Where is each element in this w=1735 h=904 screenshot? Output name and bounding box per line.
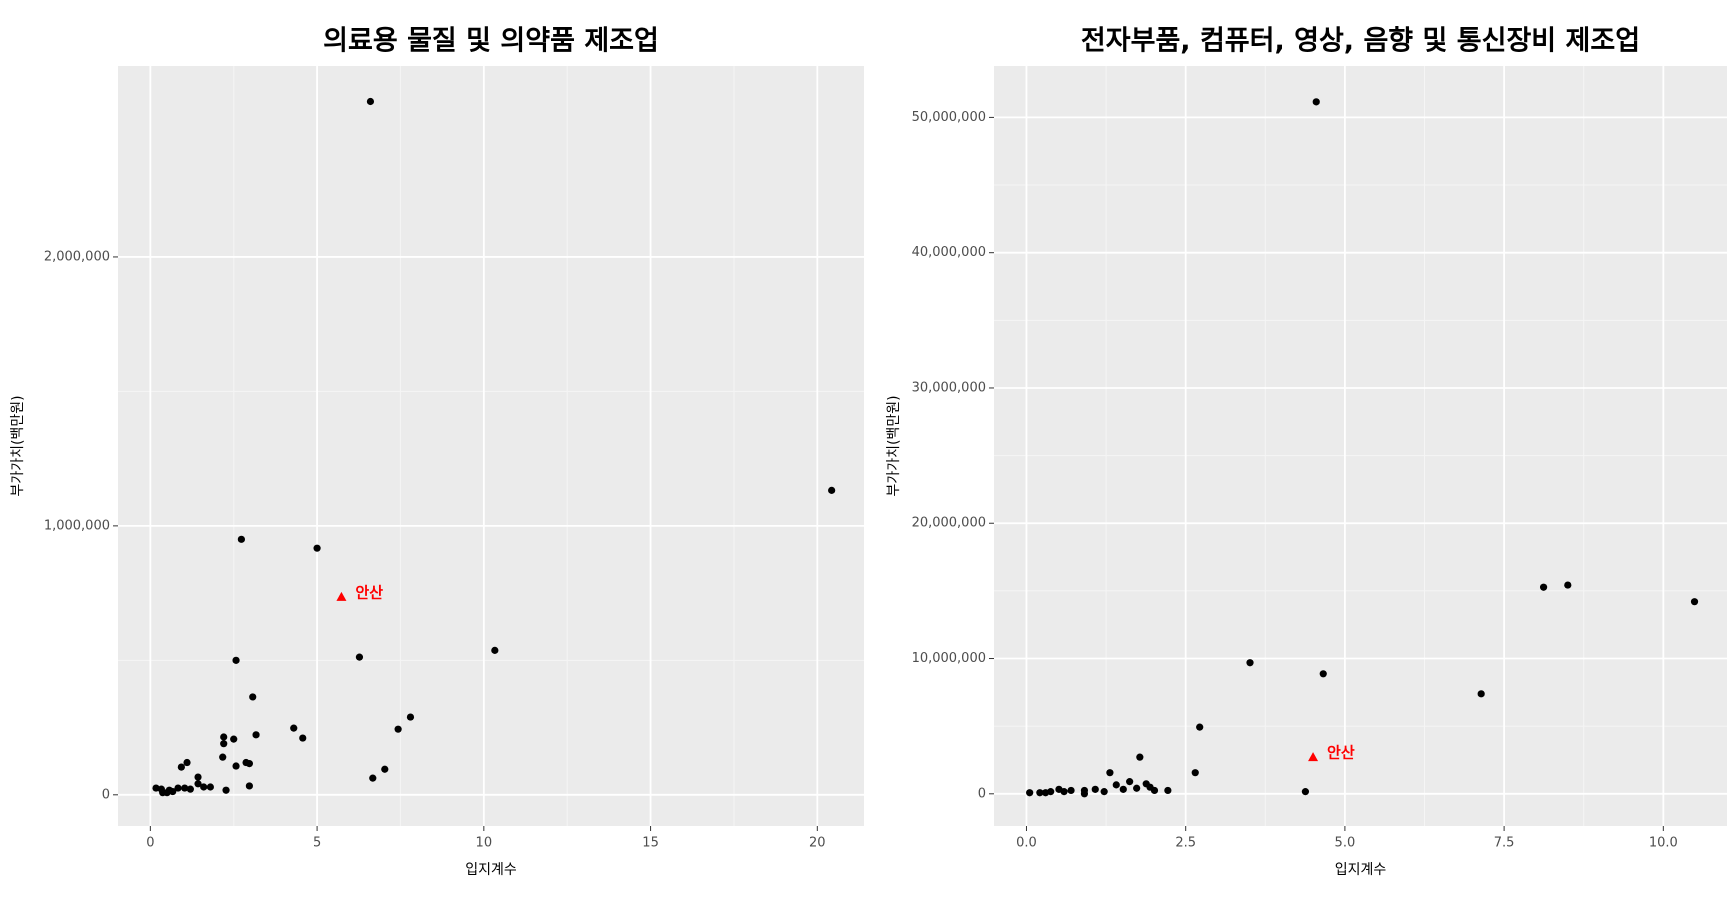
point <box>1319 670 1327 678</box>
annotation-label: 안산 <box>1327 744 1355 762</box>
y-tick-label: 2,000,000 <box>44 249 110 264</box>
point <box>237 535 245 543</box>
x-tick-label: 20 <box>809 836 826 851</box>
x-tick-label: 0.0 <box>1016 836 1037 851</box>
point <box>249 693 257 701</box>
y-tick-label: 30,000,000 <box>912 380 986 395</box>
point <box>219 753 227 761</box>
y-tick-label: 10,000,000 <box>912 651 986 666</box>
point <box>1539 583 1548 591</box>
y-tick-label: 0 <box>102 787 110 802</box>
plot-background <box>118 66 864 826</box>
point <box>177 763 185 771</box>
annotation-marker <box>336 591 347 601</box>
y-axis-title: 부가가치(백만원) <box>10 395 26 496</box>
point <box>1312 98 1320 106</box>
point <box>230 735 238 743</box>
point <box>1112 781 1120 789</box>
point <box>186 785 194 793</box>
point <box>1026 789 1034 797</box>
point <box>194 780 202 788</box>
point <box>828 486 836 494</box>
point <box>1191 769 1199 777</box>
point <box>1067 786 1075 795</box>
point <box>1136 753 1144 761</box>
point <box>222 786 230 794</box>
point <box>1080 790 1089 798</box>
point <box>220 740 228 748</box>
y-tick-label: 1,000,000 <box>44 518 110 533</box>
point <box>1091 785 1099 793</box>
point <box>232 762 240 770</box>
x-tick-label: 0 <box>146 836 154 851</box>
point <box>1133 784 1141 792</box>
chart-title: 전자부품, 컴퓨터, 영상, 음향 및 통신장비 제조업 <box>1081 26 1640 57</box>
point <box>491 646 499 654</box>
point <box>1106 769 1114 777</box>
point <box>163 789 171 797</box>
point <box>381 765 389 773</box>
point <box>1036 789 1044 797</box>
point <box>232 656 240 664</box>
point <box>1690 598 1699 606</box>
point <box>1301 788 1310 796</box>
point <box>406 713 415 721</box>
point <box>313 544 321 552</box>
plot-background <box>994 66 1727 826</box>
point <box>183 758 191 767</box>
x-tick-label: 2.5 <box>1175 836 1196 851</box>
x-tick-label: 10 <box>476 836 493 851</box>
point <box>369 774 377 782</box>
y-axis-title: 부가가치(백만원) <box>886 395 902 496</box>
point <box>220 733 228 741</box>
point <box>366 97 375 106</box>
point <box>1477 690 1485 698</box>
y-tick-label: 50,000,000 <box>912 110 986 125</box>
x-tick-label: 5 <box>313 836 321 851</box>
point <box>174 784 182 792</box>
point <box>152 784 160 792</box>
y-tick-label: 20,000,000 <box>912 516 986 531</box>
y-tick-label: 0 <box>978 786 986 801</box>
x-tick-label: 15 <box>642 836 659 851</box>
x-tick-label: 10.0 <box>1649 836 1678 851</box>
point <box>1126 778 1134 786</box>
point <box>299 734 307 742</box>
point <box>1041 789 1050 797</box>
point <box>200 783 208 791</box>
annotation-label: 안산 <box>355 583 383 601</box>
point <box>1196 723 1204 731</box>
point <box>1100 788 1108 796</box>
point <box>169 787 177 796</box>
point <box>245 760 253 768</box>
x-tick-label: 7.5 <box>1494 836 1515 851</box>
point <box>252 731 260 739</box>
point <box>245 782 253 790</box>
point <box>181 784 189 792</box>
point <box>1564 581 1572 589</box>
point <box>1150 786 1159 795</box>
y-tick-label: 40,000,000 <box>912 245 986 260</box>
point <box>1246 659 1254 667</box>
point <box>355 653 364 661</box>
point <box>1164 786 1172 795</box>
point <box>1060 788 1068 796</box>
chart-title: 의료용 물질 및 의약품 제조업 <box>323 26 659 57</box>
point <box>1119 785 1127 793</box>
point <box>206 783 214 791</box>
annotation-marker <box>1308 752 1319 762</box>
x-axis-title: 입지계수 <box>465 862 517 878</box>
point <box>194 773 202 781</box>
x-tick-label: 5.0 <box>1335 836 1356 851</box>
point <box>394 725 402 733</box>
point <box>290 724 298 732</box>
x-axis-title: 입지계수 <box>1335 862 1387 878</box>
